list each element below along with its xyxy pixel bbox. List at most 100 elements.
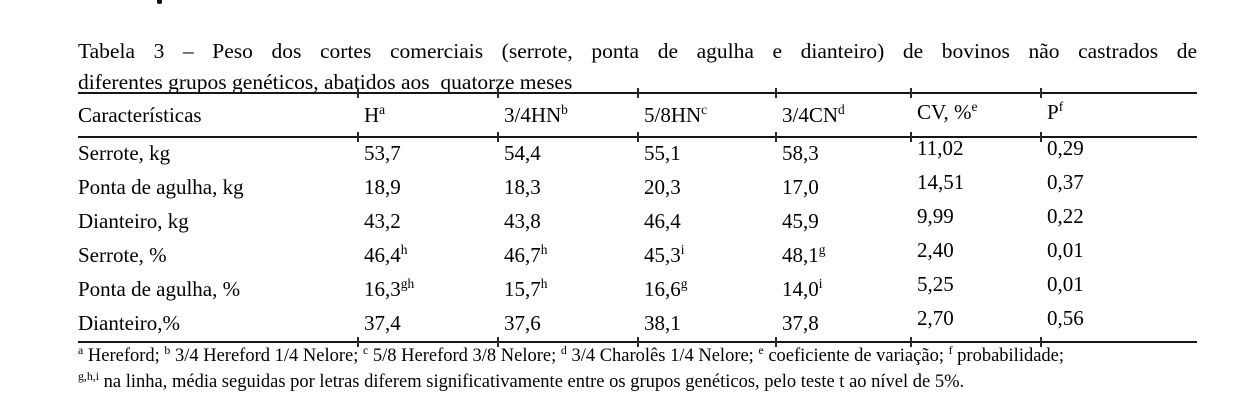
data-table: Características Ha 3/4HNb 5/8HNc 3/4CNd …	[78, 94, 1197, 340]
row-label: Ponta de agulha, %	[78, 277, 241, 301]
cell-value: 9,99	[917, 204, 954, 228]
cell-value: 16,6	[644, 277, 681, 301]
column-boundary-tick	[357, 132, 359, 142]
cell-superscript: i	[818, 276, 823, 291]
row-label: Serrote, %	[78, 243, 167, 267]
header-text: 3/4HN	[504, 103, 562, 127]
data-cell: 0,01	[1040, 267, 1197, 301]
data-cell: 54,4	[497, 136, 637, 170]
footnote-marker: f	[948, 342, 953, 357]
header-text: H	[364, 103, 380, 127]
data-cell: 46,4h	[357, 238, 497, 272]
footnote-marker: g,h,i	[78, 368, 100, 383]
cell-value: 58,3	[782, 141, 819, 165]
cell-value: 11,02	[917, 136, 964, 160]
data-cell: 11,02	[910, 131, 1040, 165]
cell-value: 54,4	[504, 141, 541, 165]
footnote-line-2: g,h,i na linha, média seguidas por letra…	[78, 369, 1249, 396]
data-cell: 38,1	[637, 306, 775, 340]
footnote-marker: d	[560, 342, 567, 357]
footnote-segment: a Hereford;	[78, 344, 164, 366]
row-label: Dianteiro,%	[78, 311, 181, 335]
footnote-text: 5/8 Hereford 3/8 Nelore;	[368, 346, 561, 366]
footnote-segment: c 5/8 Hereford 3/8 Nelore;	[363, 344, 561, 366]
footnote-text: 3/4 Hereford 1/4 Nelore;	[170, 346, 363, 366]
cell-value: 18,3	[504, 175, 541, 199]
header-superscript: e	[971, 99, 978, 114]
table-footnotes: a Hereford; b 3/4 Hereford 1/4 Nelore; c…	[78, 344, 1249, 395]
data-cell: 18,9	[357, 170, 497, 204]
cell-superscript: g	[818, 242, 826, 257]
header-text: 3/4CN	[782, 103, 839, 127]
header-superscript: f	[1058, 99, 1064, 114]
data-cell: 53,7	[357, 136, 497, 170]
column-header-58hn: 5/8HNc	[637, 94, 775, 136]
footnote-line-1: a Hereford; b 3/4 Hereford 1/4 Nelore; c…	[78, 344, 1249, 370]
column-header-34hn: 3/4HNb	[497, 94, 637, 136]
header-text: 5/8HN	[644, 103, 702, 127]
header-text: CV, %	[917, 100, 972, 124]
data-cell: 14,51	[910, 165, 1040, 199]
data-cell: 2,70	[910, 301, 1040, 335]
footnote-marker: e	[758, 342, 764, 357]
column-boundary-tick	[775, 337, 777, 347]
cell-value: 43,2	[364, 209, 401, 233]
table-caption-line2: diferentes grupos genéticos, abatidos ao…	[78, 70, 573, 94]
header-superscript: b	[561, 102, 568, 117]
cell-value: 46,7	[504, 243, 541, 267]
data-cell: 0,37	[1040, 165, 1197, 199]
header-superscript: a	[379, 102, 386, 117]
cell-value: 53,7	[364, 141, 401, 165]
footnote-segment: d 3/4 Charolês 1/4 Nelore;	[560, 342, 759, 366]
cell-value: 2,70	[917, 306, 954, 330]
cell-value: 20,3	[644, 175, 681, 199]
footnote-segment: f probabilidade;	[948, 342, 1065, 366]
column-boundary-tick	[775, 88, 777, 98]
cell-value: 0,22	[1047, 204, 1084, 228]
column-boundary-tick	[1040, 337, 1042, 347]
cell-value: 0,56	[1047, 306, 1084, 330]
data-cell: 9,99	[910, 199, 1040, 233]
data-cell: 20,3	[637, 170, 775, 204]
header-superscript: c	[701, 102, 708, 117]
cell-value: 0,37	[1047, 170, 1084, 194]
column-boundary-tick	[497, 88, 499, 98]
footnote-text: probabilidade;	[952, 346, 1065, 366]
scan-artifact-dot	[157, 0, 162, 4]
footnote-marker: b	[164, 342, 171, 357]
column-header-h: Ha	[357, 94, 497, 136]
data-cell: 37,4	[357, 306, 497, 340]
row-label: Ponta de agulha, kg	[78, 175, 244, 199]
column-boundary-tick	[357, 88, 359, 98]
column-boundary-tick	[1040, 88, 1042, 98]
data-cell: 14,0i	[775, 272, 910, 306]
row-label: Dianteiro, kg	[78, 209, 189, 233]
column-boundary-tick	[637, 132, 639, 142]
data-cell: 0,22	[1040, 199, 1197, 233]
data-cell: 5,25	[910, 267, 1040, 301]
data-cell: 46,7h	[497, 238, 637, 272]
cell-value: 38,1	[644, 311, 681, 335]
data-cell: 37,6	[497, 306, 637, 340]
data-cell: 0,29	[1040, 131, 1197, 165]
data-cell: 58,3	[775, 136, 910, 170]
column-boundary-tick	[497, 337, 499, 347]
footnote-segment: g,h,i na linha, média seguidas por letra…	[78, 369, 964, 391]
column-header-caracteristicas: Características	[78, 94, 357, 136]
table-rule-top	[78, 88, 1197, 98]
footnote-segment: e coeficiente de variação;	[758, 342, 948, 366]
column-boundary-tick	[775, 132, 777, 142]
cell-value: 55,1	[644, 141, 681, 165]
footnote-segment: b 3/4 Hereford 1/4 Nelore;	[164, 342, 363, 366]
column-boundary-tick	[1040, 132, 1042, 142]
data-cell: 43,8	[497, 204, 637, 238]
data-cell: 16,3gh	[357, 272, 497, 306]
table-caption: Tabela 3 – Peso dos cortes comerciais (s…	[78, 36, 1197, 98]
header-text: Características	[78, 103, 202, 127]
table-rule-bottom	[78, 337, 1197, 347]
data-cell: 48,1g	[775, 238, 910, 272]
data-cell: 0,56	[1040, 301, 1197, 335]
column-header-34cn: 3/4CNd	[775, 94, 910, 136]
cell-superscript: i	[680, 242, 685, 257]
data-cell: 2,40	[910, 233, 1040, 267]
